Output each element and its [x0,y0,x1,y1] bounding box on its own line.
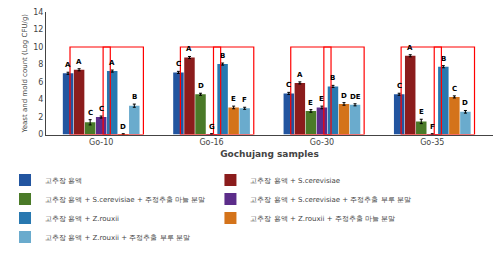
svg-text:Go-35: Go-35 [420,138,444,147]
svg-text:Go-30: Go-30 [310,138,334,147]
svg-text:A: A [407,44,413,52]
svg-text:D: D [462,99,468,107]
svg-text:Go-16: Go-16 [199,138,223,147]
svg-text:A: A [109,59,115,67]
svg-text:C: C [286,81,291,89]
svg-text:D: D [120,123,126,131]
svg-text:C: C [176,60,181,68]
svg-text:고추장 용액 + Z.rouxii + 주정추출 부루 분말: 고추장 용액 + Z.rouxii + 주정추출 부루 분말 [45,234,190,242]
svg-text:Yeast and mold count (Log CFU/: Yeast and mold count (Log CFU/g) [21,14,29,134]
svg-text:F: F [242,96,247,104]
svg-text:4: 4 [38,95,43,104]
svg-text:E: E [308,99,313,107]
svg-text:6: 6 [38,78,43,87]
svg-text:E: E [419,108,424,116]
svg-text:A: A [76,58,82,66]
svg-text:B: B [441,55,446,63]
svg-text:A: A [186,45,192,53]
svg-text:A: A [297,71,303,79]
svg-text:C: C [88,109,93,117]
svg-text:A: A [65,61,71,69]
svg-text:고추장 용액 + Z.rouxii: 고추장 용액 + Z.rouxii [45,215,119,223]
svg-text:고추장 용액 + S.cerevisiae + 주정추출 마: 고추장 용액 + S.cerevisiae + 주정추출 마늘 분말 [45,196,205,204]
svg-text:C: C [99,105,104,113]
svg-text:2: 2 [38,113,43,122]
svg-text:C: C [397,82,402,90]
svg-text:F: F [430,123,435,131]
svg-text:D: D [198,82,204,90]
svg-text:고추장 용액: 고추장 용액 [45,177,82,185]
svg-text:B: B [132,93,137,101]
svg-text:C: C [452,85,457,93]
svg-text:B: B [220,52,225,60]
svg-text:12: 12 [33,25,43,34]
svg-text:Gochujang samples: Gochujang samples [220,149,319,159]
svg-text:0: 0 [38,130,43,139]
svg-text:10: 10 [33,43,43,52]
svg-text:D: D [341,92,347,100]
svg-text:E: E [319,95,324,103]
svg-text:Go-10: Go-10 [89,138,113,147]
svg-text:G: G [209,123,215,131]
svg-text:E: E [231,95,236,103]
svg-text:14: 14 [33,8,43,17]
svg-text:고추장 용액 + Z.rouxii + 주정추출 마늘 분말: 고추장 용액 + Z.rouxii + 주정추출 마늘 분말 [250,215,395,223]
svg-text:고추장 용액 + S.cerevisiae: 고추장 용액 + S.cerevisiae [250,177,340,185]
svg-text:DE: DE [350,93,361,101]
svg-text:B: B [330,74,335,82]
svg-text:고추장 용액 + S.cerevisiae + 주정추출 부: 고추장 용액 + S.cerevisiae + 주정추출 부루 분말 [250,196,410,204]
svg-text:8: 8 [38,60,43,69]
